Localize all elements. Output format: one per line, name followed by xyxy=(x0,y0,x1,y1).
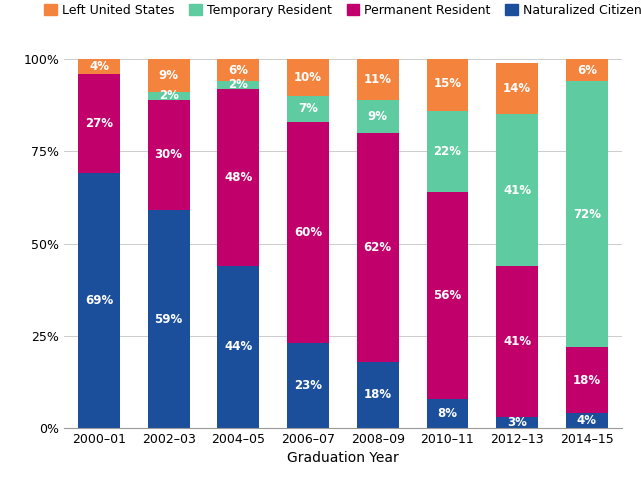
Bar xyxy=(427,399,469,428)
Text: 8%: 8% xyxy=(438,407,458,420)
Bar xyxy=(496,114,538,266)
Text: 62%: 62% xyxy=(363,241,392,254)
Bar xyxy=(427,192,469,399)
Text: 14%: 14% xyxy=(503,82,531,95)
Text: 56%: 56% xyxy=(433,289,462,302)
Text: 18%: 18% xyxy=(573,373,601,387)
Text: 7%: 7% xyxy=(298,102,318,115)
Bar xyxy=(566,413,608,428)
Bar xyxy=(566,59,608,81)
X-axis label: Graduation Year: Graduation Year xyxy=(287,452,399,465)
Bar xyxy=(496,62,538,115)
Bar xyxy=(217,266,259,428)
Text: 9%: 9% xyxy=(368,110,388,123)
Bar xyxy=(78,59,120,74)
Bar xyxy=(566,81,608,347)
Text: 15%: 15% xyxy=(433,77,462,90)
Bar xyxy=(287,59,329,96)
Text: 2%: 2% xyxy=(228,78,248,92)
Bar xyxy=(147,59,190,92)
Bar xyxy=(496,266,538,417)
Text: 41%: 41% xyxy=(503,335,531,348)
Bar xyxy=(287,122,329,343)
Bar xyxy=(78,74,120,173)
Bar xyxy=(217,59,259,81)
Bar xyxy=(78,173,120,428)
Text: 6%: 6% xyxy=(228,63,248,77)
Bar xyxy=(217,81,259,89)
Bar xyxy=(217,89,259,266)
Bar xyxy=(496,417,538,428)
Bar xyxy=(427,55,469,111)
Text: 41%: 41% xyxy=(503,184,531,196)
Text: 11%: 11% xyxy=(364,73,392,86)
Text: 69%: 69% xyxy=(85,294,113,307)
Bar xyxy=(147,92,190,99)
Text: 2%: 2% xyxy=(159,90,179,102)
Text: 30%: 30% xyxy=(154,149,183,161)
Bar xyxy=(427,111,469,192)
Text: 22%: 22% xyxy=(433,145,462,158)
Text: 6%: 6% xyxy=(577,63,597,77)
Text: 48%: 48% xyxy=(224,171,253,184)
Text: 9%: 9% xyxy=(159,69,179,82)
Text: 72%: 72% xyxy=(573,208,601,220)
Text: 3%: 3% xyxy=(507,416,527,429)
Text: 59%: 59% xyxy=(154,313,183,326)
Bar xyxy=(147,99,190,210)
Legend: Left United States, Temporary Resident, Permanent Resident, Naturalized Citizen: Left United States, Temporary Resident, … xyxy=(39,0,641,22)
Text: 44%: 44% xyxy=(224,340,253,353)
Text: 18%: 18% xyxy=(363,388,392,401)
Text: 4%: 4% xyxy=(577,414,597,427)
Bar xyxy=(357,99,399,133)
Bar xyxy=(357,362,399,428)
Text: 4%: 4% xyxy=(89,60,109,73)
Bar xyxy=(287,343,329,428)
Text: 23%: 23% xyxy=(294,379,322,392)
Bar xyxy=(287,96,329,122)
Text: 27%: 27% xyxy=(85,117,113,130)
Bar xyxy=(566,347,608,413)
Bar xyxy=(357,59,399,99)
Bar xyxy=(147,210,190,428)
Bar xyxy=(357,133,399,362)
Text: 10%: 10% xyxy=(294,71,322,84)
Text: 60%: 60% xyxy=(294,226,322,239)
